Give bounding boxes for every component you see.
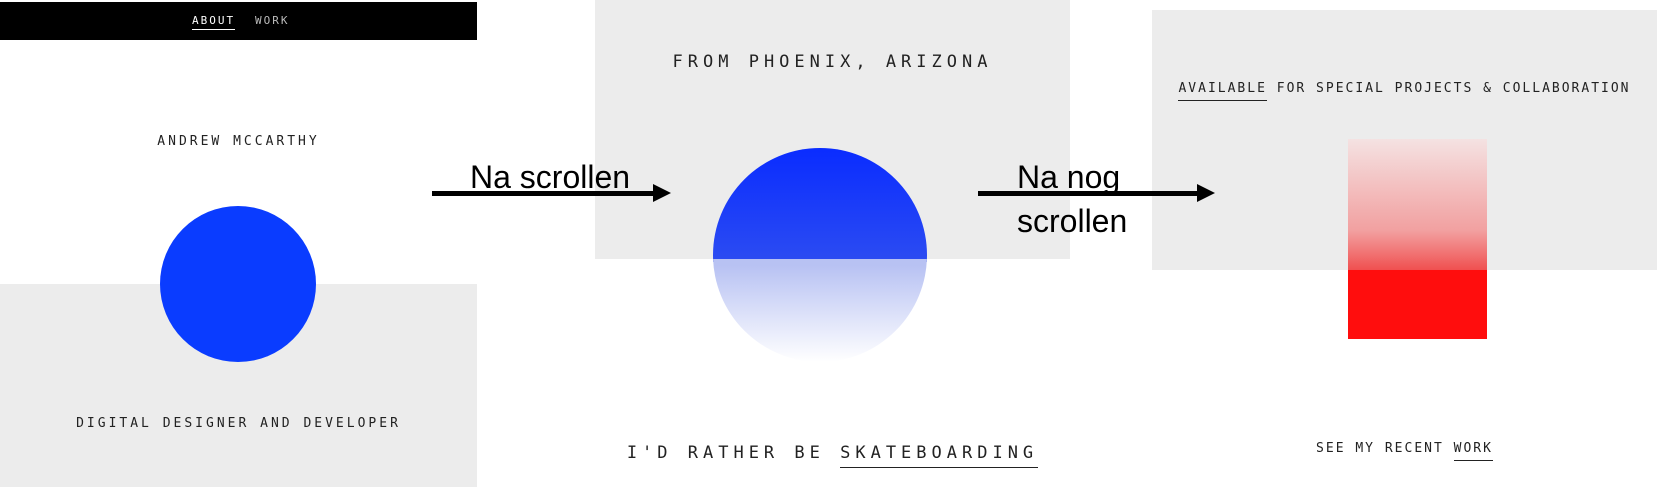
annotation-scroll: Na scrollen	[470, 159, 631, 195]
available-link[interactable]: AVAILABLE	[1178, 81, 1267, 101]
top-navigation-bar: ABOUT WORK	[0, 2, 477, 40]
screen-about-initial: ABOUT WORK ANDREW MCCARTHY DIGITAL DESIG…	[0, 0, 477, 487]
designer-name: ANDREW MCCARTHY	[157, 134, 320, 149]
screen-after-scroll: FROM PHOENIX, ARIZONA I'D RATHER BE SKAT…	[595, 0, 1070, 487]
recent-work-cta: SEE MY RECENT WORK	[1152, 441, 1657, 461]
availability-heading: AVAILABLE FOR SPECIAL PROJECTS & COLLABO…	[1152, 81, 1657, 101]
skateboarding-link[interactable]: SKATEBOARDING	[840, 443, 1039, 468]
cta-text: SEE MY RECENT	[1316, 441, 1454, 456]
arrow-right-icon	[978, 191, 1198, 196]
arrowhead-icon	[653, 184, 671, 202]
red-gradient-graphic-top	[1348, 139, 1487, 270]
work-link[interactable]: WORK	[1453, 441, 1493, 461]
nav-link-about[interactable]: ABOUT	[192, 14, 236, 30]
annotation-line-2: scrollen	[1017, 203, 1128, 239]
annotation-scroll-more: Na nog scrollen	[1017, 155, 1127, 243]
blue-circle-graphic	[160, 206, 316, 362]
hobby-tagline: I'D RATHER BE SKATEBOARDING	[595, 443, 1070, 468]
annotation-line-1: Na nog	[1017, 159, 1121, 195]
screen-after-further-scroll: AVAILABLE FOR SPECIAL PROJECTS & COLLABO…	[1152, 0, 1657, 487]
availability-text: FOR SPECIAL PROJECTS & COLLABORATION	[1266, 81, 1631, 96]
arrow-right-icon	[432, 191, 654, 196]
location-heading: FROM PHOENIX, ARIZONA	[672, 52, 993, 72]
tagline-text: I'D RATHER BE	[626, 443, 841, 463]
designer-role: DIGITAL DESIGNER AND DEVELOPER	[76, 416, 401, 431]
nav-link-work[interactable]: WORK	[255, 14, 290, 27]
red-gradient-graphic-bottom	[1348, 270, 1487, 339]
arrowhead-icon	[1197, 184, 1215, 202]
